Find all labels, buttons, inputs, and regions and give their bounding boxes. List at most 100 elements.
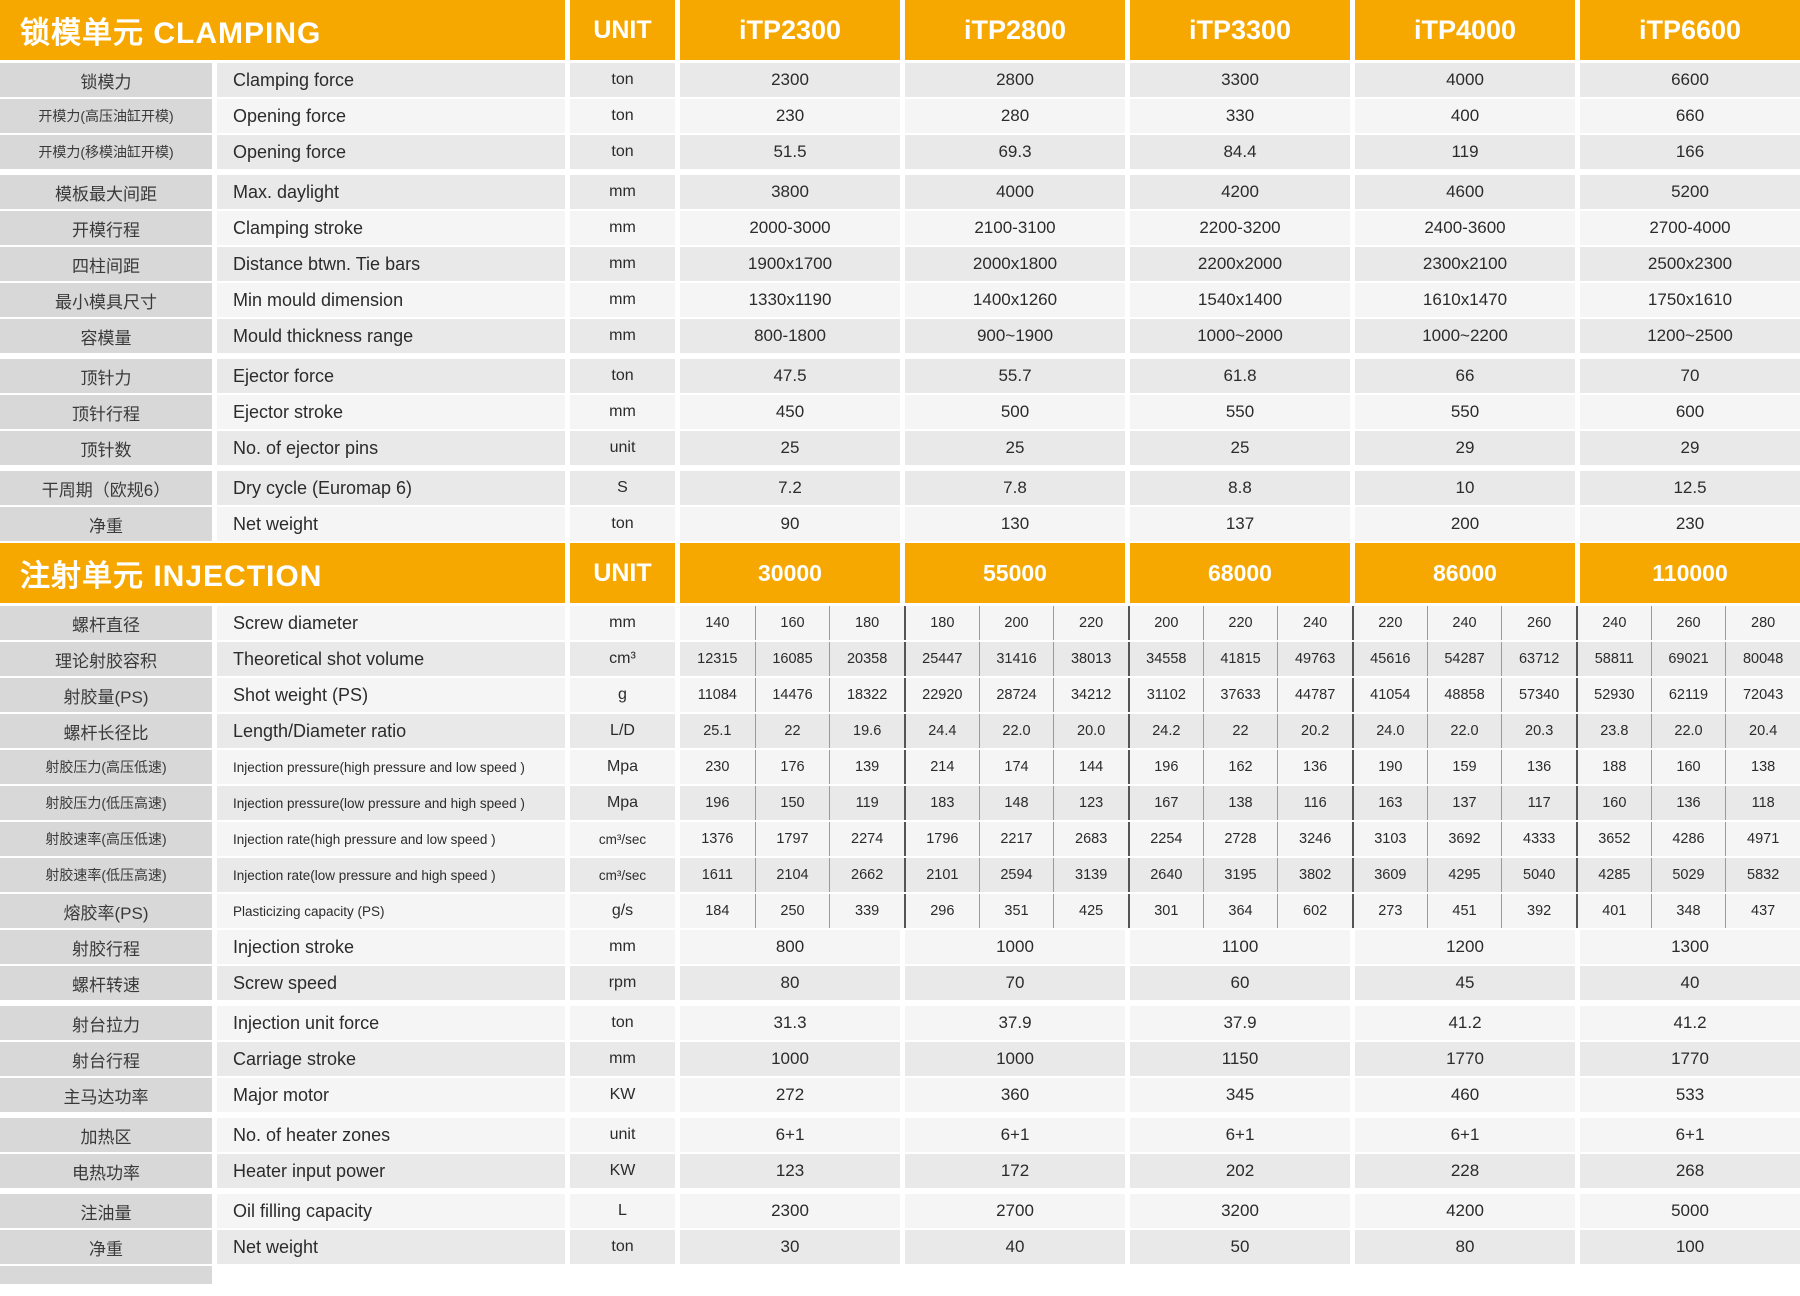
spec-value: 230 [1580,507,1800,541]
spec-value: 25 [1130,431,1350,465]
spec-value: 14476 [754,678,830,712]
row-unit: unit [570,431,675,465]
spec-value: 1796 [903,822,979,856]
sub-value-strip: 25.1 22 19.6 24.4 22.0 20.0 24.2 22 20.2 24.0 22.0… [680,714,1800,748]
spec-value: 240 [1426,606,1502,640]
row-label-en: Major motor [217,1078,565,1112]
spec-value: 137 [1130,507,1350,541]
spec-value: 188 [1575,750,1651,784]
row-label-en: Oil filling capacity [217,1194,565,1228]
spec-value: 34558 [1127,642,1203,676]
model-header-itp3300: iTP3300 [1130,0,1350,60]
row-label-en: Injection pressure(high pressure and low… [217,750,565,784]
spec-value: 4285 [1575,858,1651,892]
spec-value: 450 [680,395,900,429]
row-unit: mm [570,211,675,245]
spec-value: 2700-4000 [1580,211,1800,245]
spec-value: 174 [978,750,1054,784]
row-unit: ton [570,1230,675,1264]
spec-value: 348 [1650,894,1726,928]
spec-value: 2500x2300 [1580,247,1800,281]
spec-value: 1610x1470 [1355,283,1575,317]
spec-value: 1611 [701,867,733,883]
table-row: 干周期（欧规6） Dry cycle (Euromap 6) S 7.2 7.8 8.8 1… [0,471,1800,505]
spec-value: 296 [903,894,979,928]
row-unit: mm [570,175,675,209]
injection-section-title: 注射单元 INJECTION [0,543,565,603]
table-row: 最小模具尺寸 Min mould dimension mm 1330x1190 1400… [0,283,1800,317]
row-unit: g/s [570,894,675,928]
spec-value: 8.8 [1130,471,1350,505]
row-label-en: Mould thickness range [217,319,565,353]
row-label-en: Screw speed [217,966,565,1000]
spec-value: 137 [1426,786,1502,820]
spec-value: 800-1800 [680,319,900,353]
spec-value: 4200 [1130,175,1350,209]
row-label-zh: 螺杆转速 [0,966,212,1000]
spec-value: 80048 [1725,642,1800,676]
spec-value: 660 [1580,99,1800,133]
spec-value: 1150 [1130,1042,1350,1076]
spec-value: 62119 [1650,678,1726,712]
table-row: 模板最大间距 Max. daylight mm 3800 4000 4200 4600 520… [0,175,1800,209]
row-label-zh: 注油量 [0,1194,212,1228]
clamping-header-row: 锁模单元 CLAMPING UNIT iTP2300 iTP2800 iTP3300… [0,0,1800,60]
spec-value: 52930 [1575,678,1651,712]
spec-value: 176 [754,750,830,784]
spec-value: 2400-3600 [1355,211,1575,245]
spec-value: 339 [829,894,904,928]
spec-value: 2700 [905,1194,1125,1228]
spec-value: 1300 [1580,930,1800,964]
spec-value: 3246 [1277,822,1352,856]
row-label-zh: 净重 [0,507,212,541]
spec-value: 2100-3100 [905,211,1125,245]
row-unit: Mpa [570,786,675,820]
model-header-itp2300: iTP2300 [680,0,900,60]
spec-value: 16085 [754,642,830,676]
injection-size-header: 55000 [905,543,1125,603]
spec-value: 900~1900 [905,319,1125,353]
spec-value: 1376 [701,831,734,847]
spec-value: 7.8 [905,471,1125,505]
spec-value: 2594 [978,858,1054,892]
spec-value: 70 [905,966,1125,1000]
spec-value: 119 [829,786,904,820]
spec-value: 19.6 [829,714,904,748]
spec-value: 22 [754,714,830,748]
spec-value: 41.2 [1580,1006,1800,1040]
table-row: 主马达功率 Major motor KW 272 360 345 460 533 [0,1078,1800,1112]
label-column-stub [0,1266,212,1284]
row-label-zh: 最小模具尺寸 [0,283,212,317]
spec-value: 2000-3000 [680,211,900,245]
spec-value: 5029 [1650,858,1726,892]
spec-value: 3692 [1426,822,1502,856]
row-unit: ton [570,135,675,169]
spec-value: 220 [1351,606,1427,640]
spec-value: 200 [1355,507,1575,541]
row-label-zh: 顶针数 [0,431,212,465]
spec-value: 550 [1355,395,1575,429]
spec-value: 40 [905,1230,1125,1264]
spec-value: 160 [1575,786,1651,820]
row-unit: mm [570,247,675,281]
spec-value: 196 [705,795,730,811]
spec-value: 392 [1501,894,1576,928]
spec-value: 25 [905,431,1125,465]
sub-value-strip: 1376 1797 2274 1796 2217 2683 2254 2728 3246 3103… [680,822,1800,856]
spec-value: 25 [680,431,900,465]
row-label-zh: 干周期（欧规6） [0,471,212,505]
spec-value: 136 [1501,750,1576,784]
spec-value: 37633 [1202,678,1278,712]
spec-value: 69021 [1650,642,1726,676]
spec-value: 2217 [978,822,1054,856]
spec-value: 2254 [1127,822,1203,856]
row-label-en: Theoretical shot volume [217,642,565,676]
row-unit: rpm [570,966,675,1000]
row-unit: S [570,471,675,505]
spec-value: 2274 [829,822,904,856]
spec-value: 2300 [680,63,900,97]
spec-value: 25.1 [703,723,732,739]
model-header-itp2800: iTP2800 [905,0,1125,60]
spec-value: 360 [905,1078,1125,1112]
clamping-section-title: 锁模单元 CLAMPING [0,0,565,60]
